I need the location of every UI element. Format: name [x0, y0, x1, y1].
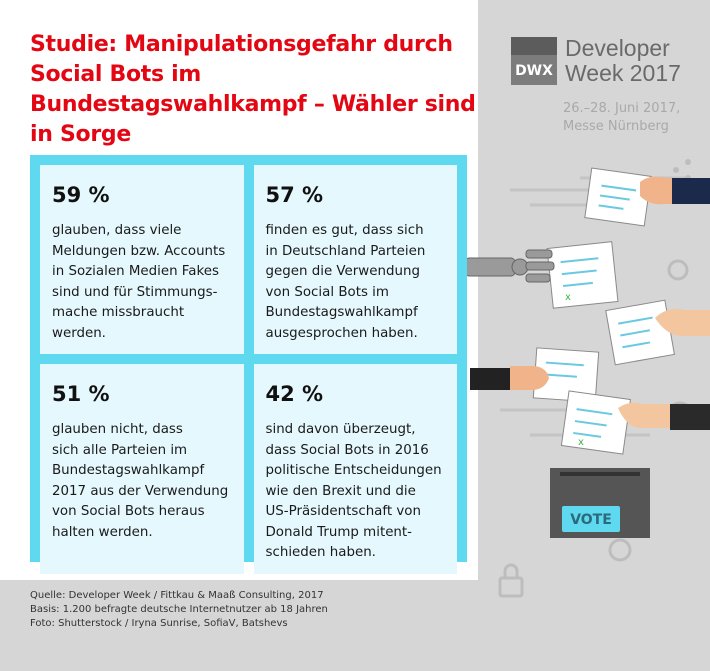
stat-card: 51 % glauben nicht, dass sich alle Parte…: [40, 364, 244, 574]
stat-text: sind davon überzeugt, dass Social Bots i…: [265, 422, 442, 560]
logo-name-line2: Week 2017: [565, 60, 681, 86]
stat-text: glauben nicht, dass sich alle Parteien i…: [52, 422, 229, 540]
footer-source: Quelle: Developer Week / Fittkau & Maaß …: [30, 590, 324, 601]
smiley-icon: [608, 538, 632, 562]
ballot-box-label: VOTE: [570, 512, 612, 528]
ballot-paper: x: [560, 390, 632, 455]
event-info: 26.–28. Juni 2017, Messe Nürnberg: [563, 100, 680, 136]
hand-middle-right: [655, 309, 710, 336]
share-icon: [673, 159, 691, 181]
svg-text:x: x: [565, 292, 571, 303]
stat-percent: 59 %: [52, 183, 110, 207]
stat-percent: 42 %: [265, 382, 324, 406]
robot-arm: [464, 249, 555, 283]
logo-name: Developer Week 2017: [565, 36, 681, 86]
stat-card: 57 % finden es gut, dass sich in Deutsch…: [253, 165, 457, 354]
dwx-mark: DWX: [511, 37, 557, 85]
ballot-paper: [532, 347, 600, 403]
sleeve-left: [470, 368, 510, 390]
dwx-mark-text: DWX: [515, 63, 553, 79]
svg-text:x: x: [578, 437, 584, 448]
page-title: Studie: Manipulationsgefahr durch Social…: [30, 32, 476, 147]
stat-text: glauben, dass viele Meldungen bzw. Accou…: [52, 223, 226, 341]
stat-card: 42 % sind davon überzeugt, dass Social B…: [253, 364, 457, 574]
footer-photo: Foto: Shutterstock / Iryna Sunrise, Sofi…: [30, 618, 288, 629]
bottom-band: [0, 580, 710, 671]
event-location: Messe Nürnberg: [563, 119, 669, 134]
ballot-box: VOTE: [550, 468, 650, 538]
stats-grid: 59 % glauben, dass viele Meldungen bzw. …: [30, 155, 467, 574]
stat-percent: 57 %: [265, 183, 324, 207]
hand-left: [510, 366, 549, 390]
footer-credits: Quelle: Developer Week / Fittkau & Maaß …: [30, 589, 328, 631]
ballot-paper: [584, 167, 652, 227]
ballot-paper: [605, 299, 675, 366]
stat-card: 59 % glauben, dass viele Meldungen bzw. …: [40, 165, 244, 354]
logo-name-line1: Developer: [565, 35, 670, 61]
ballot-paper: x: [546, 241, 619, 309]
gear-icon: [667, 259, 689, 281]
stat-text: finden es gut, dass sich in Deutschland …: [265, 223, 426, 341]
event-date: 26.–28. Juni 2017,: [563, 101, 681, 116]
developer-week-logo: DWX Developer Week 2017: [511, 36, 681, 86]
voting-illustration: x x VOTE: [464, 159, 710, 598]
stat-percent: 51 %: [52, 382, 110, 406]
hand-lower: [618, 402, 673, 428]
lock-icon: [498, 576, 524, 598]
footer-basis: Basis: 1.200 befragte deutsche Internetn…: [30, 604, 328, 615]
